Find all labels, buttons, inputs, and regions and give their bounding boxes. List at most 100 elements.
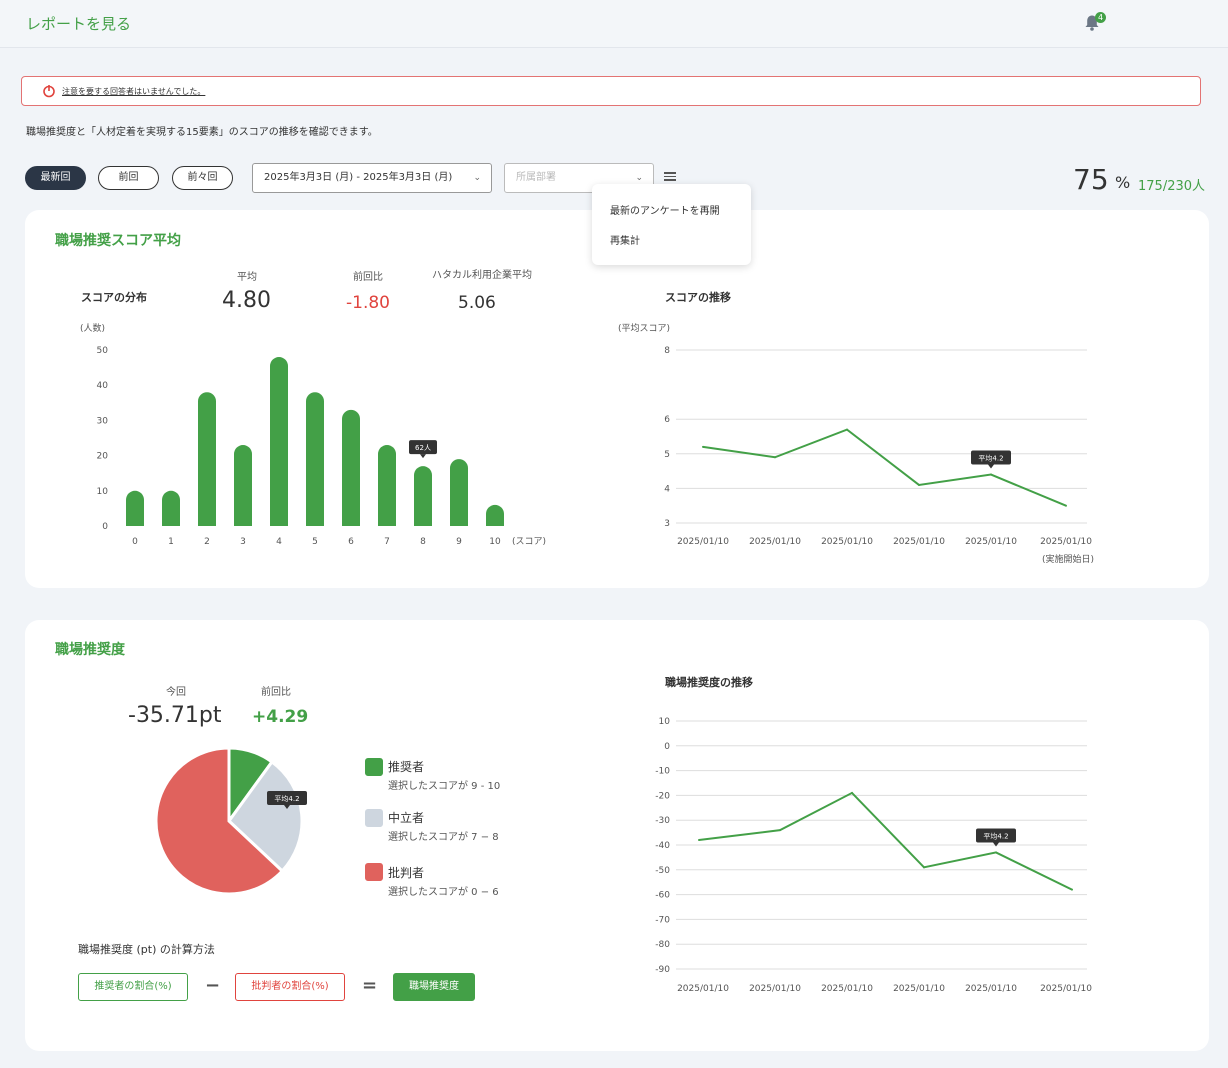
x-tick-label: 3 bbox=[240, 537, 246, 547]
x-tick-label: 4 bbox=[276, 537, 282, 547]
y-tick-label: -60 bbox=[655, 891, 670, 901]
bar-tooltip-bg bbox=[409, 440, 437, 455]
x-tick-label: 2025/01/10 bbox=[677, 984, 729, 994]
y-tick-label: 8 bbox=[664, 346, 670, 356]
formula-equals: = bbox=[362, 975, 378, 996]
response-rate-unit: % bbox=[1115, 173, 1131, 192]
notification-badge: 4 bbox=[1095, 12, 1106, 23]
data-point bbox=[990, 473, 992, 476]
nps-current-label: 今回 bbox=[166, 687, 186, 698]
score-trend-title: スコアの推移 bbox=[665, 291, 731, 304]
x-tick-label: 2025/01/10 bbox=[821, 537, 873, 547]
x-tick-label: 2 bbox=[204, 537, 210, 547]
response-count: 175/230人 bbox=[1138, 179, 1206, 194]
legend-passive-swatch bbox=[365, 809, 383, 827]
line-tooltip: 平均4.2 bbox=[978, 454, 1003, 463]
x-tick-label: 5 bbox=[312, 537, 318, 547]
y-axis-label: (平均スコア) bbox=[618, 322, 670, 334]
response-rate-value: 75 bbox=[1073, 163, 1109, 196]
intro-text: 職場推奨度と「人材定着を実現する15要素」のスコアの推移を確認できます。 bbox=[26, 127, 378, 138]
x-tick-label: 2025/01/10 bbox=[965, 984, 1017, 994]
date-range-select[interactable]: 2025年3月3日 (月) - 2025年3月3日 (月) ⌄ bbox=[252, 163, 492, 193]
page-title: レポートを見る bbox=[26, 15, 132, 33]
legend-detractor-desc: 選択したスコアが 0 − 6 bbox=[388, 887, 499, 898]
tab-latest[interactable]: 最新回 bbox=[25, 166, 86, 190]
y-tick-label: 5 bbox=[664, 450, 670, 460]
data-point bbox=[923, 866, 925, 869]
bar bbox=[126, 490, 144, 526]
pie-tooltip: 平均4.2 bbox=[274, 794, 299, 803]
x-tick-label: 0 bbox=[132, 537, 138, 547]
data-point bbox=[779, 829, 781, 832]
formula-result-box: 職場推奨度 bbox=[393, 973, 475, 1001]
bar bbox=[450, 459, 468, 526]
y-axis-label: (人数) bbox=[80, 322, 105, 334]
menu-icon[interactable] bbox=[664, 172, 676, 183]
formula-title: 職場推奨度 (pt) の計算方法 bbox=[78, 943, 215, 956]
date-range-value: 2025年3月3日 (月) - 2025年3月3日 (月) bbox=[264, 172, 453, 183]
x-tick-label: 7 bbox=[384, 537, 390, 547]
avg-value: 4.80 bbox=[222, 288, 271, 313]
tab-previous[interactable]: 前回 bbox=[98, 166, 159, 190]
bar bbox=[162, 490, 180, 526]
tab-before-previous[interactable]: 前々回 bbox=[172, 166, 233, 190]
bar-tooltip: 62人 bbox=[415, 444, 431, 452]
nps-current-value: -35.71pt bbox=[128, 703, 222, 728]
score-card-title: 職場推奨スコア平均 bbox=[55, 233, 181, 249]
data-point bbox=[774, 456, 776, 459]
y-tick-label: 10 bbox=[97, 487, 109, 497]
nps-diff-label: 前回比 bbox=[261, 687, 291, 698]
line-tooltip-arrow bbox=[988, 464, 994, 469]
bar-tooltip-arrow bbox=[420, 454, 426, 459]
data-point bbox=[846, 428, 848, 431]
pie-tooltip-bg bbox=[267, 791, 307, 805]
y-tick-label: 50 bbox=[97, 346, 109, 356]
menu-item-recalculate[interactable]: 再集計 bbox=[610, 236, 640, 247]
x-tick-label: 1 bbox=[168, 537, 174, 547]
data-point bbox=[851, 791, 853, 794]
data-point bbox=[918, 483, 920, 486]
department-select[interactable]: 所属部署 ⌄ bbox=[504, 163, 654, 193]
x-tick-label: 2025/01/10 bbox=[749, 984, 801, 994]
alert-text[interactable]: 注意を要する回答者はいませんでした。 bbox=[62, 87, 206, 96]
series-line bbox=[698, 791, 1073, 891]
pie-tooltip-arrow bbox=[284, 805, 290, 809]
line-tooltip: 平均4.2 bbox=[983, 831, 1008, 840]
chevron-down-icon: ⌄ bbox=[473, 173, 481, 183]
x-tick-label: 2025/01/10 bbox=[1040, 984, 1092, 994]
line-tooltip-bg bbox=[976, 828, 1016, 843]
formula-minus: − bbox=[205, 975, 221, 996]
data-point bbox=[702, 445, 704, 448]
x-tick-label: 8 bbox=[420, 537, 426, 547]
pie-slice bbox=[227, 759, 304, 874]
bar bbox=[306, 392, 324, 526]
legend-promoter-name: 推奨者 bbox=[388, 760, 425, 774]
x-tick-label: 2025/01/10 bbox=[821, 984, 873, 994]
line-tooltip-arrow bbox=[993, 842, 999, 847]
actions-menu: 最新のアンケートを再開 再集計 bbox=[592, 184, 751, 265]
alert-banner: 注意を要する回答者はいませんでした。 bbox=[21, 76, 1201, 106]
legend-promoter-swatch bbox=[365, 758, 383, 776]
x-tick-label: 9 bbox=[456, 537, 462, 547]
y-tick-label: -30 bbox=[655, 816, 670, 826]
data-point bbox=[995, 851, 997, 854]
diff-value: -1.80 bbox=[346, 293, 390, 313]
y-tick-label: -40 bbox=[655, 841, 670, 851]
bar bbox=[486, 504, 504, 526]
line-tooltip-bg bbox=[971, 450, 1011, 465]
y-tick-label: 6 bbox=[664, 415, 670, 425]
x-tick-label: 2025/01/10 bbox=[893, 984, 945, 994]
avg-label: 平均 bbox=[237, 272, 257, 283]
y-tick-label: -90 bbox=[655, 965, 670, 975]
y-tick-label: 0 bbox=[102, 522, 108, 532]
y-tick-label: -70 bbox=[655, 915, 670, 925]
data-point bbox=[1065, 504, 1067, 507]
y-tick-label: 3 bbox=[664, 519, 670, 529]
x-tick-label: 2025/01/10 bbox=[893, 537, 945, 547]
alert-icon bbox=[43, 85, 55, 98]
bar bbox=[270, 357, 288, 526]
benchmark-label: ハタカル利用企業平均 bbox=[432, 270, 532, 281]
menu-item-resume-survey[interactable]: 最新のアンケートを再開 bbox=[610, 206, 720, 217]
bar bbox=[378, 445, 396, 526]
bar bbox=[342, 409, 360, 526]
